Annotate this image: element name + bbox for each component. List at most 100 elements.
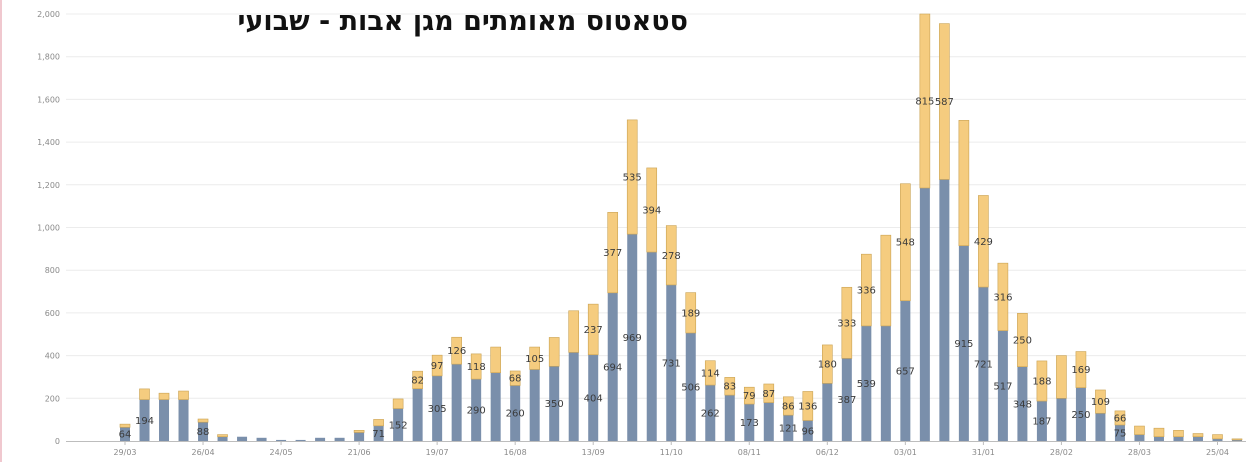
data-label: 71	[372, 429, 385, 440]
bar-segment-bottom	[724, 395, 735, 441]
bar-segment-top	[822, 344, 833, 384]
y-tick-label: 800	[45, 266, 60, 275]
bar-segment-top	[880, 234, 892, 327]
y-tick-label: 1,000	[37, 224, 60, 233]
data-label: 180	[818, 360, 837, 371]
data-label: 83	[723, 382, 736, 393]
data-label: 694	[603, 362, 622, 373]
bar-segment-top	[548, 337, 560, 367]
bar-segment-bottom	[198, 422, 209, 441]
bar-segment-bottom	[958, 245, 969, 441]
bar-segment-bottom	[120, 427, 130, 441]
bar-segment-top	[743, 386, 755, 405]
bar-segment-top	[802, 391, 814, 421]
data-label: 114	[701, 368, 720, 379]
data-label: 333	[837, 318, 856, 329]
bar-segment-bottom	[354, 432, 365, 441]
data-label: 517	[993, 381, 1012, 392]
x-tick-label: 28/02	[1050, 448, 1073, 457]
bar-segment-top	[782, 396, 794, 416]
x-tick-label: 03/01	[894, 448, 917, 457]
bar-segment-bottom	[490, 372, 501, 441]
data-label: 250	[1071, 410, 1090, 421]
x-tick-label: 31/01	[972, 448, 995, 457]
bar-segment-top	[1095, 389, 1106, 414]
x-tick-label: 24/05	[270, 448, 293, 457]
data-label: 136	[798, 401, 817, 412]
y-tick-label: 400	[45, 352, 60, 361]
data-label: 377	[603, 248, 622, 259]
bar-segment-top	[607, 212, 619, 294]
bar-segment-bottom	[237, 436, 248, 441]
bar-segment-top	[412, 370, 423, 389]
bar-segment-bottom	[997, 330, 1008, 441]
data-label: 539	[857, 379, 876, 390]
bar-segment-top	[1192, 433, 1204, 438]
bar-segment-bottom	[276, 439, 287, 441]
bar-segment-top	[1231, 438, 1243, 441]
bar-segment-top	[373, 419, 384, 427]
bar-segment-top	[958, 120, 970, 246]
bar-segment-top	[626, 119, 638, 235]
x-tick-label: 21/06	[348, 448, 371, 457]
y-tick-label: 1,800	[37, 53, 60, 62]
bar-segment-bottom	[1134, 434, 1145, 441]
bar-segment-top	[509, 370, 521, 386]
bar-segment-bottom	[705, 385, 716, 441]
data-label: 731	[662, 358, 681, 369]
bar-segment-top	[470, 353, 482, 380]
data-label: 82	[411, 375, 424, 386]
data-label: 969	[623, 333, 642, 344]
data-label: 118	[467, 362, 486, 373]
data-label: 535	[623, 173, 642, 184]
bar-segment-top	[1075, 351, 1087, 388]
x-tick-label: 26/04	[192, 448, 215, 457]
bar-segment-bottom	[607, 292, 618, 441]
data-label: 237	[584, 325, 603, 336]
bar-segment-bottom	[373, 425, 384, 441]
bar-segment-bottom	[159, 399, 170, 441]
data-label: 815	[915, 97, 934, 108]
x-tick-label: 19/07	[426, 448, 449, 457]
data-label: 262	[701, 409, 720, 420]
data-label: 194	[135, 416, 154, 427]
data-label: 97	[431, 361, 444, 372]
bar-segment-top	[1153, 427, 1165, 438]
data-label: 87	[762, 389, 775, 400]
x-tick-label: 16/08	[504, 448, 527, 457]
bar-segment-top	[158, 392, 170, 400]
chart-title: סטאטוס מאומתים מגן אבות - שבועי	[237, 6, 688, 37]
bar-segment-top	[1212, 434, 1223, 440]
bar-segment-bottom	[588, 354, 599, 441]
data-label: 260	[506, 409, 525, 420]
data-label: 548	[896, 238, 915, 249]
bar-segment-bottom	[568, 352, 579, 441]
bar-segment-bottom	[1114, 424, 1125, 441]
bar-segment-bottom	[432, 375, 443, 441]
x-tick-label: 06/12	[816, 448, 839, 457]
data-label: 96	[801, 426, 814, 437]
bar-segment-bottom	[822, 383, 833, 441]
bar-segment-bottom	[315, 437, 326, 441]
data-label: 336	[857, 286, 876, 297]
bar-segment-bottom	[685, 332, 696, 441]
bar-segment-bottom	[763, 402, 774, 441]
y-tick-label: 200	[45, 394, 60, 403]
bar-segment-bottom	[1153, 436, 1164, 441]
bar-segment-bottom	[393, 408, 404, 441]
data-label: 250	[1013, 336, 1032, 347]
bar-segment-bottom	[744, 404, 755, 441]
bar-segment-bottom	[802, 420, 813, 441]
bar-segment-top	[529, 346, 540, 370]
data-label: 126	[447, 346, 466, 357]
data-label: 189	[681, 308, 700, 319]
bar-segment-top	[939, 23, 950, 180]
bar-segment-bottom	[1232, 439, 1242, 441]
bar-segment-top	[1056, 355, 1067, 399]
bar-segment-bottom	[178, 399, 189, 441]
bar-segment-bottom	[1192, 436, 1203, 441]
bar-segment-top	[1036, 360, 1048, 402]
data-label: 387	[837, 395, 856, 406]
bar-segment-top	[119, 423, 131, 428]
bar-segment-bottom	[334, 437, 345, 441]
